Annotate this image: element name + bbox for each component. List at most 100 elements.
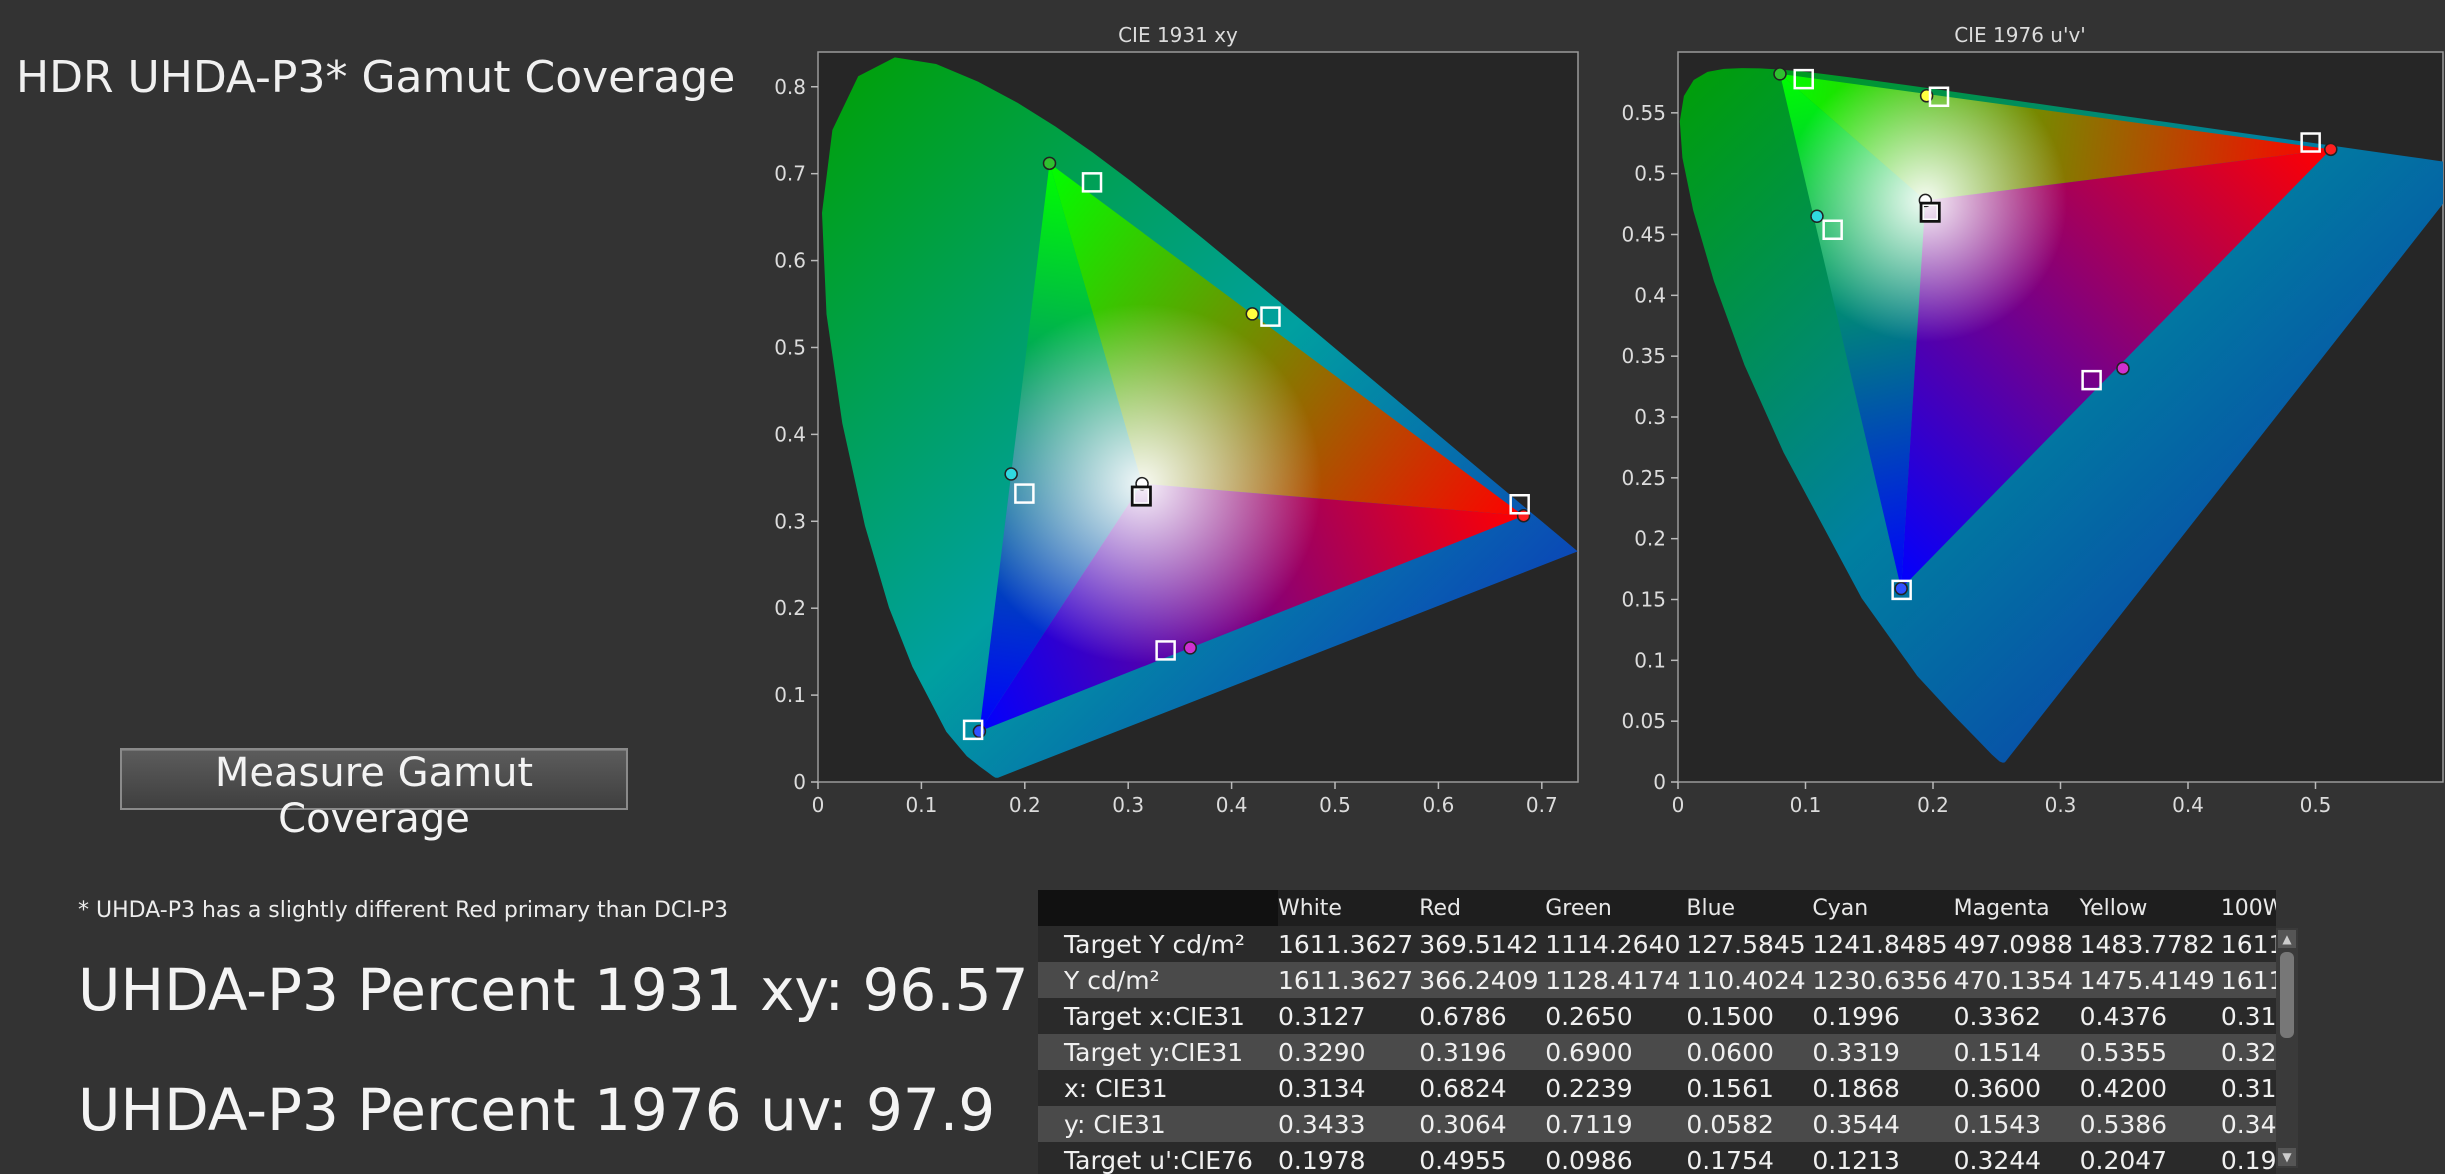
table-cell: 0.0600: [1686, 1034, 1813, 1070]
table-row: x: CIE31 0.3134 0.6824 0.2239 0.1561 0.1868 0.…: [1038, 1070, 2276, 1106]
row-header: Target Y cd/m²: [1038, 926, 1278, 962]
table-cell: 0.5386: [2079, 1106, 2221, 1142]
table-scrollbar[interactable]: ▲ ▼: [2276, 928, 2298, 1168]
table-header-row: White Red Green Blue Cyan Magenta Yellow 100W: [1038, 890, 2276, 926]
table-row: Target u':CIE76 0.1978 0.4955 0.0986 0.1754 0…: [1038, 1142, 2276, 1174]
table-cell: 1128.4174: [1545, 962, 1687, 998]
cie1976-points: [1773, 67, 2338, 601]
table-cell: 0.3433: [2220, 1106, 2276, 1142]
gamut-white-glow: [1780, 73, 2331, 589]
table-row: y: CIE31 0.3433 0.3064 0.7119 0.0582 0.3544 0.…: [1038, 1106, 2276, 1142]
x-tick-label: 0.5: [2300, 793, 2332, 817]
target-point-yellow: [1260, 306, 1281, 327]
table-cell: 0.6900: [1545, 1034, 1687, 1070]
table-cell: 470.1354: [1953, 962, 2080, 998]
row-header: Target u':CIE76: [1038, 1142, 1278, 1174]
target-point-white: [1919, 201, 1941, 223]
y-tick-label: 0.45: [1621, 223, 1666, 247]
measured-point-yellow: [1245, 307, 1260, 321]
scroll-thumb[interactable]: [2280, 952, 2294, 1038]
row-header: Y cd/m²: [1038, 962, 1278, 998]
table-cell: 0.2239: [1545, 1070, 1687, 1106]
measured-point-green: [1773, 67, 1787, 81]
table-cell: 1230.6356: [1812, 962, 1954, 998]
data-table: White Red Green Blue Cyan Magenta Yellow 100W T…: [1038, 890, 2276, 1174]
target-point-white: [1130, 485, 1152, 507]
table-cell: 0.2047: [2079, 1142, 2221, 1174]
y-tick-label: 0.7: [774, 162, 806, 186]
measured-point-magenta: [1183, 641, 1197, 655]
table-cell: 0.1868: [1812, 1070, 1954, 1106]
table-cell: 0.3290: [2220, 1034, 2276, 1070]
x-tick-label: 0: [812, 793, 825, 817]
cie1976-axes: 0 0.1 0.2 0.3 0.4 0.5 0 0.05 0.1 0.15 0.2 0.25 0.3 0.…: [1621, 101, 2331, 817]
y-tick-label: 0.6: [774, 249, 806, 273]
target-point-cyan: [1014, 483, 1035, 504]
y-tick-label: 0.25: [1621, 466, 1666, 490]
y-tick-label: 0: [1653, 770, 1666, 794]
scroll-up-arrow-icon[interactable]: ▲: [2278, 930, 2296, 948]
table-cell: 0.3544: [1812, 1106, 1954, 1142]
table-cell: 0.3196: [1419, 1034, 1546, 1070]
table-cell: 0.0986: [1545, 1142, 1687, 1174]
target-point-red: [1509, 494, 1530, 515]
table-cell: 1611.3627: [1278, 926, 1420, 962]
y-tick-label: 0.5: [1634, 162, 1666, 186]
y-tick-label: 0.4: [1634, 283, 1666, 307]
target-point-cyan: [1822, 219, 1843, 241]
row-header: x: CIE31: [1038, 1070, 1278, 1106]
target-point-blue: [1891, 579, 1912, 601]
measured-point-cyan: [1810, 209, 1824, 223]
target-point-green: [1793, 68, 1814, 90]
column-header-green: Green: [1545, 890, 1687, 926]
measured-point-blue: [972, 724, 987, 739]
x-tick-label: 0.3: [2045, 793, 2077, 817]
table-cell: 0.1514: [1953, 1034, 2080, 1070]
table-cell: 0.1500: [1686, 998, 1813, 1034]
table-cell: 1611.3627: [2220, 926, 2276, 962]
table-cell: 0.3127: [2220, 998, 2276, 1034]
x-tick-label: 0.7: [1526, 793, 1558, 817]
table-cell: 0.1996: [1812, 998, 1954, 1034]
page-title: HDR UHDA-P3* Gamut Coverage: [16, 52, 736, 103]
table-cell: 0.3134: [2220, 1070, 2276, 1106]
y-tick-label: 0.2: [774, 596, 806, 620]
measured-point-red: [2324, 142, 2338, 157]
column-header-yellow: Yellow: [2079, 890, 2221, 926]
column-header-red: Red: [1419, 890, 1546, 926]
table-cell: 0.6824: [1419, 1070, 1546, 1106]
y-tick-label: 0.15: [1621, 588, 1666, 612]
target-point-red: [2300, 132, 2321, 153]
cie1976-chart: CIE 1976 u'v' 0 0.1 0.2 0.3 0.4 0.5 0 0.05 0.1 0.…: [1621, 23, 2444, 817]
table-cell: 0.1561: [1686, 1070, 1813, 1106]
scroll-down-arrow-icon[interactable]: ▼: [2278, 1148, 2296, 1166]
cie1931-chart: CIE 1931 xy 0 0.1 0.2 0.3 0.4 0.5 0.6 0.7 0 0.1 0.…: [774, 23, 1579, 817]
cie1976-title: CIE 1976 u'v': [1954, 23, 2086, 47]
target-point-blue: [962, 719, 984, 741]
column-header-cyan: Cyan: [1812, 890, 1954, 926]
percent-1976-readout: UHDA-P3 Percent 1976 uv: 97.9: [78, 1076, 996, 1144]
y-tick-label: 0.1: [774, 683, 806, 707]
x-tick-label: 0.1: [905, 793, 937, 817]
y-tick-label: 0.4: [774, 422, 806, 446]
x-tick-label: 0.2: [1009, 793, 1041, 817]
measure-gamut-coverage-button[interactable]: Measure Gamut Coverage: [120, 748, 628, 842]
table-cell: 0.6786: [1419, 998, 1546, 1034]
row-header: Target x:CIE31: [1038, 998, 1278, 1034]
x-tick-label: 0: [1672, 793, 1685, 817]
measured-point-magenta: [2116, 361, 2130, 376]
table-cell: 0.4376: [2079, 998, 2221, 1034]
table-cell: 1483.7782: [2079, 926, 2221, 962]
x-tick-label: 0.6: [1423, 793, 1455, 817]
y-tick-label: 0.3: [774, 509, 806, 533]
y-tick-label: 0.3: [1634, 405, 1666, 429]
table-row: Target x:CIE31 0.3127 0.6786 0.2650 0.1500 0.…: [1038, 998, 2276, 1034]
table-cell: 0.3134: [1278, 1070, 1420, 1106]
table-cell: 0.3600: [1953, 1070, 2080, 1106]
table-corner-header: [1038, 890, 1278, 926]
table-cell: 0.1213: [1812, 1142, 1954, 1174]
x-tick-label: 0.3: [1112, 793, 1144, 817]
table-cell: 0.1978: [2220, 1142, 2276, 1174]
y-tick-label: 0.2: [1634, 527, 1666, 551]
cie1976-gamut-triangle: [1780, 73, 2331, 589]
